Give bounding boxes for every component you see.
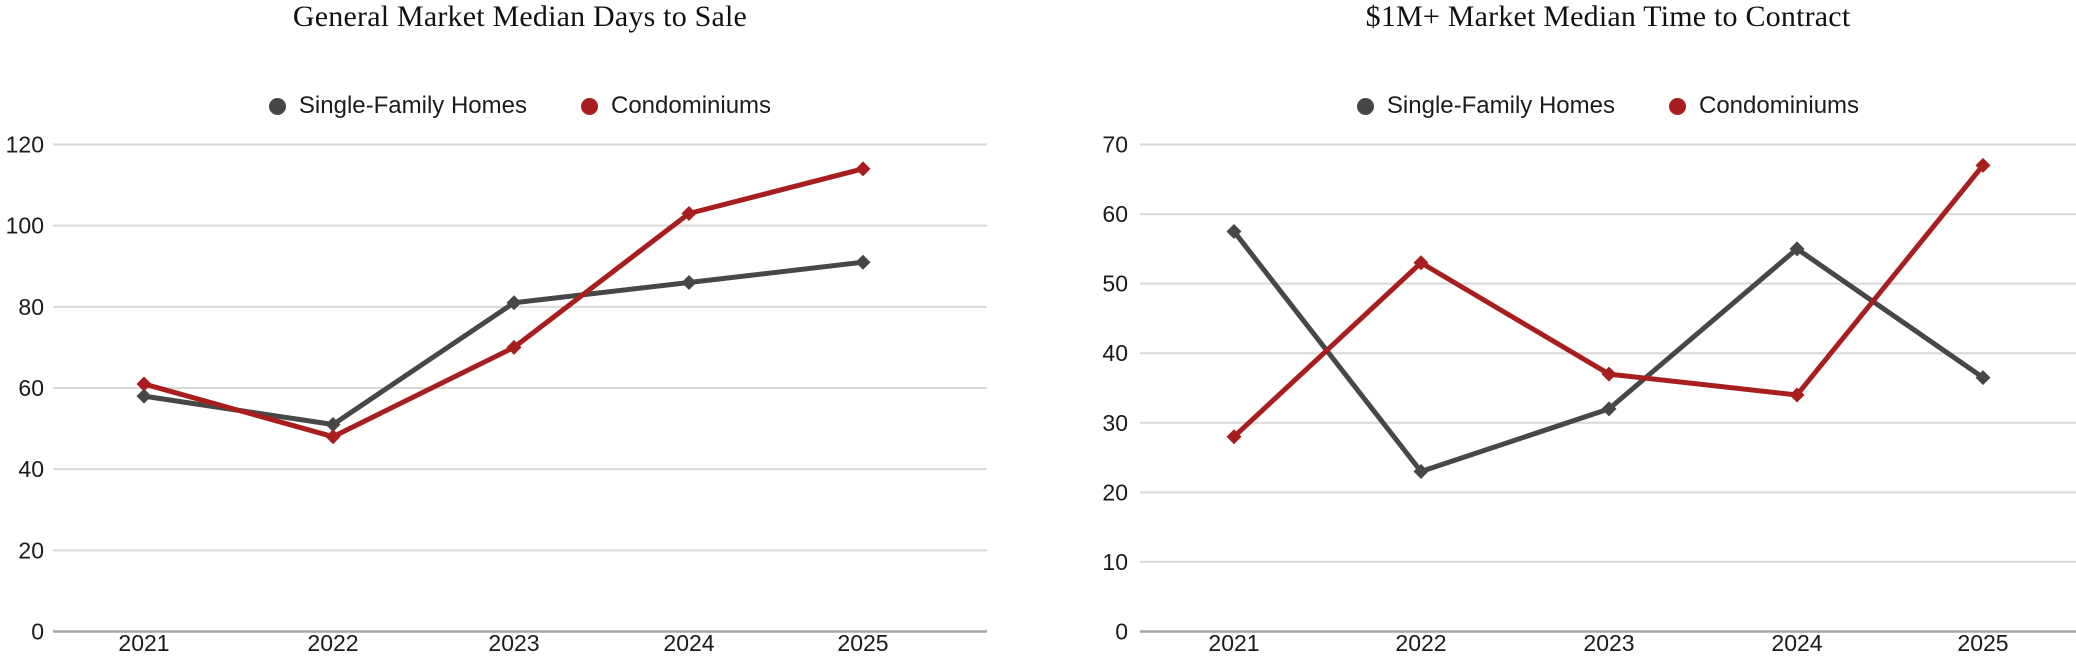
x-tick-label: 2022 <box>307 630 358 656</box>
series-line <box>1231 228 1986 474</box>
y-tick-label: 100 <box>6 213 44 239</box>
data-point-marker <box>1413 463 1429 479</box>
y-tick-label: 10 <box>1102 549 1128 575</box>
legend-item-single-family: Single-Family Homes <box>268 92 527 120</box>
data-point-marker <box>1226 223 1242 239</box>
y-tick-label: 20 <box>1102 479 1128 505</box>
data-point-marker <box>136 376 152 392</box>
data-point-marker <box>1601 401 1617 417</box>
x-tick-label: 2022 <box>1395 630 1446 656</box>
y-tick-label: 40 <box>1102 340 1128 366</box>
chart-title-1m-plus-market: $1M+ Market Median Time to Contract <box>1365 0 1851 33</box>
line-plot-general-market: 0 20 40 60 80 100 120 2021 2022 2023 2024 2025 <box>6 132 987 656</box>
data-point-marker <box>1601 366 1617 382</box>
y-tick-label: 50 <box>1102 271 1128 297</box>
y-tick-label: 60 <box>1102 201 1128 227</box>
data-point-marker <box>681 205 697 221</box>
data-point-marker <box>1789 241 1805 257</box>
legend-general-market: Single-Family Homes Condominiums <box>53 92 987 120</box>
legend-item-condominiums: Condominiums <box>580 92 772 120</box>
legend-label-condominiums: Condominiums <box>1698 92 1860 119</box>
legend-label-single-family: Single-Family Homes <box>1386 92 1615 119</box>
legend-dot-single-family-icon <box>268 97 286 115</box>
data-point-marker <box>506 339 522 355</box>
legend-dot-single-family-icon <box>1356 97 1374 115</box>
data-point-marker <box>855 254 871 270</box>
series-line <box>141 259 866 428</box>
legend-label-condominiums: Condominiums <box>610 92 772 119</box>
y-tick-label: 120 <box>6 132 44 158</box>
x-tick-label: 2021 <box>1208 630 1259 656</box>
legend-dot-condominiums-icon <box>580 97 598 115</box>
series-line <box>1231 162 1986 440</box>
data-point-marker <box>1975 370 1991 386</box>
x-tick-label: 2023 <box>1583 630 1634 656</box>
y-tick-label: 0 <box>1115 619 1128 645</box>
data-point-marker <box>325 429 341 445</box>
legend-dot-condominiums-icon <box>1668 97 1686 115</box>
legend-1m-plus-market: Single-Family Homes Condominiums <box>1140 92 2076 120</box>
data-point-marker <box>1789 387 1805 403</box>
x-tick-label: 2024 <box>1771 630 1822 656</box>
x-tick-label: 2025 <box>837 630 888 656</box>
legend-label-single-family: Single-Family Homes <box>298 92 527 119</box>
x-tick-label: 2021 <box>118 630 169 656</box>
data-point-marker <box>1413 255 1429 271</box>
chart-general-market: General Market Median Days to Sale Singl… <box>6 0 987 656</box>
data-point-marker <box>506 295 522 311</box>
y-tick-label: 70 <box>1102 132 1128 158</box>
x-tick-label: 2024 <box>663 630 714 656</box>
legend-item-single-family: Single-Family Homes <box>1356 92 1615 120</box>
data-point-marker <box>681 274 697 290</box>
y-tick-label: 60 <box>18 375 44 401</box>
x-tick-label: 2025 <box>1957 630 2008 656</box>
data-point-marker <box>1226 429 1242 445</box>
y-tick-label: 80 <box>18 294 44 320</box>
series-line <box>141 166 866 440</box>
data-point-marker <box>1975 157 1991 173</box>
y-tick-label: 30 <box>1102 410 1128 436</box>
chart-1m-plus-market: $1M+ Market Median Time to Contract Sing… <box>1038 0 2076 665</box>
data-point-marker <box>325 417 341 433</box>
y-tick-label: 20 <box>18 537 44 563</box>
line-plot-1m-plus-market: 0 10 20 30 40 50 60 70 2021 2022 2023 2024 2025 <box>1102 132 2076 656</box>
data-point-marker <box>136 388 152 404</box>
chart-title-general-market: General Market Median Days to Sale <box>292 0 748 33</box>
data-point-marker <box>855 161 871 177</box>
legend-item-condominiums: Condominiums <box>1668 92 1860 120</box>
y-tick-label: 40 <box>18 456 44 482</box>
y-tick-label: 0 <box>31 619 44 645</box>
x-tick-label: 2023 <box>488 630 539 656</box>
